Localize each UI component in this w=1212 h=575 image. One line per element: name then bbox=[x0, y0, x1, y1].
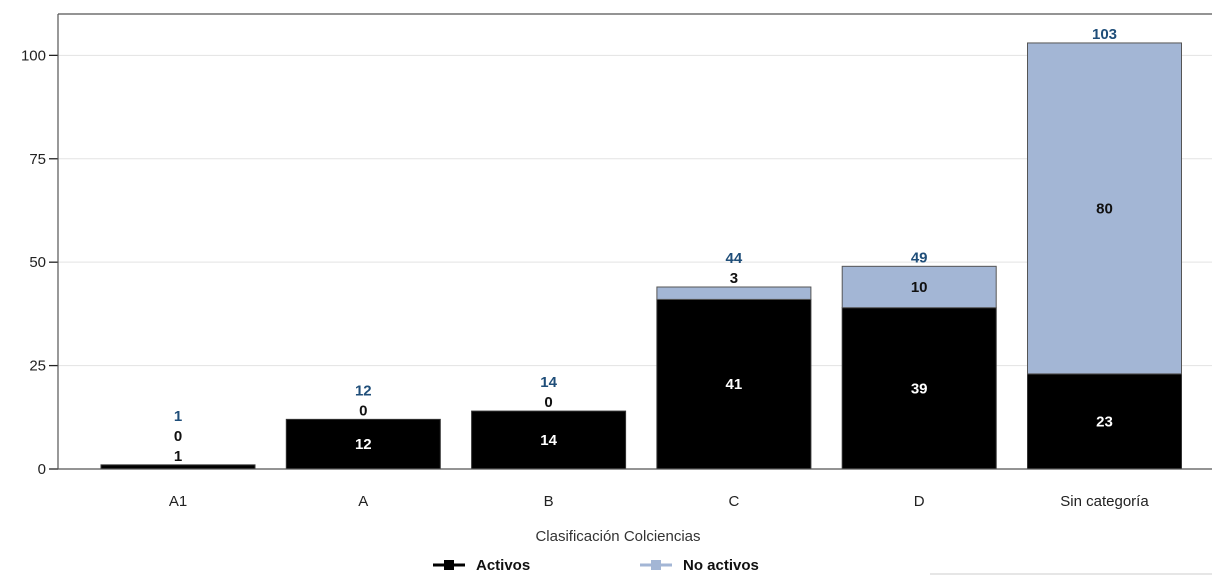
legend-swatch-marker bbox=[651, 560, 661, 570]
data-label-no-activos: 0 bbox=[544, 394, 552, 411]
bars bbox=[100, 42, 1182, 470]
total-label: 1 bbox=[174, 408, 182, 425]
bar-activos bbox=[1027, 373, 1182, 470]
y-tick-label: 0 bbox=[38, 461, 46, 478]
data-label-activos: 12 bbox=[355, 436, 372, 453]
data-label-activos: 23 bbox=[1096, 413, 1113, 430]
data-label-no-activos: 0 bbox=[359, 402, 367, 419]
gridlines bbox=[58, 54, 1212, 367]
data-label-no-activos: 10 bbox=[911, 279, 928, 296]
bar-activos bbox=[100, 464, 256, 470]
y-tick-label: 100 bbox=[21, 47, 46, 64]
y-tick-label: 25 bbox=[29, 358, 46, 375]
x-tick-label: D bbox=[914, 493, 925, 510]
data-label-no-activos: 80 bbox=[1096, 200, 1113, 217]
total-label: 49 bbox=[911, 249, 928, 266]
x-tick-label: A bbox=[358, 493, 368, 510]
data-label-activos: 1 bbox=[174, 448, 182, 465]
data-label-no-activos: 3 bbox=[730, 270, 738, 287]
x-tick-label: B bbox=[544, 493, 554, 510]
data-label-activos: 14 bbox=[540, 432, 557, 449]
total-label: 44 bbox=[726, 250, 743, 267]
y-tick-label: 75 bbox=[29, 151, 46, 168]
legend: Activos No activos bbox=[433, 557, 759, 574]
data-label-no-activos: 0 bbox=[174, 428, 182, 445]
x-tick-label: A1 bbox=[169, 493, 187, 510]
data-label-activos: 39 bbox=[911, 380, 928, 397]
x-tick-label: Sin categoría bbox=[1060, 493, 1149, 510]
x-tick-label: C bbox=[728, 493, 739, 510]
data-label-activos: 41 bbox=[726, 376, 743, 393]
total-label: 12 bbox=[355, 382, 372, 399]
bar-no-activos bbox=[1027, 42, 1182, 375]
bar-no-activos bbox=[841, 265, 997, 309]
y-tick-label: 50 bbox=[29, 254, 46, 271]
bar-activos bbox=[285, 418, 441, 470]
legend-label: No activos bbox=[683, 557, 759, 574]
legend-swatch-marker bbox=[444, 560, 454, 570]
bar-activos bbox=[656, 298, 812, 470]
x-axis-title: Clasificación Colciencias bbox=[535, 528, 700, 545]
bar-no-activos bbox=[656, 286, 812, 300]
total-label: 14 bbox=[540, 374, 557, 391]
total-label: 103 bbox=[1092, 26, 1117, 43]
legend-label: Activos bbox=[476, 557, 530, 574]
bar-activos bbox=[841, 307, 997, 470]
